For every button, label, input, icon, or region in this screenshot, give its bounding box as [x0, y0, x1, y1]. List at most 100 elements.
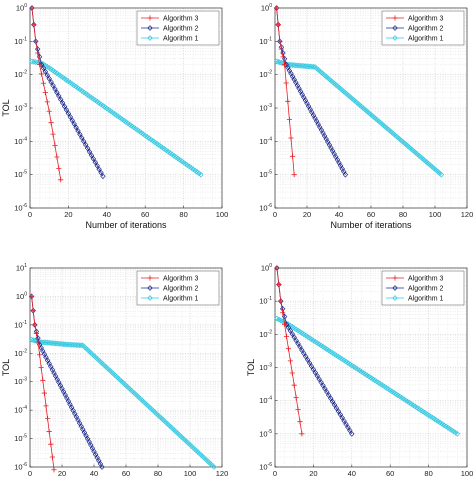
legend-marker	[147, 295, 153, 301]
data-point	[280, 310, 286, 316]
y-tick-label: 10-2	[14, 348, 27, 358]
data-point	[99, 464, 105, 470]
chart-panel-2: 0 20 40 60 80 100 120 100 10-1 10-2 10-3 10-4 10-5 10…	[259, 3, 473, 230]
data-point	[278, 46, 284, 52]
legend-marker	[392, 285, 398, 291]
data-point	[33, 59, 39, 66]
data-point	[75, 127, 81, 134]
data-point	[65, 110, 72, 117]
legend-label: Algorithm 3	[408, 276, 444, 283]
data-point	[30, 337, 36, 344]
legend-marker	[147, 15, 153, 21]
data-point	[41, 339, 48, 346]
data-point	[59, 100, 66, 106]
data-point	[71, 120, 77, 127]
series-line	[31, 7, 62, 180]
y-tick-label: 10-3	[259, 363, 272, 373]
data-point	[294, 62, 301, 69]
x-tick-label: 60	[367, 210, 375, 219]
data-point	[54, 340, 60, 347]
data-point	[49, 454, 55, 460]
data-point	[94, 162, 100, 169]
legend: Algorithm 3 Algorithm 2 Algorithm 1	[381, 10, 465, 46]
data-point	[310, 63, 317, 70]
data-point	[59, 341, 65, 347]
data-point	[291, 62, 297, 69]
data-point	[98, 169, 104, 176]
series-line	[276, 7, 295, 175]
y-tick-label: 10-3	[14, 377, 27, 387]
data-point	[86, 148, 93, 155]
data-point	[288, 135, 294, 141]
data-point	[56, 340, 62, 347]
legend: Algorithm 3 Algorithm 2 Algorithm 1	[136, 10, 220, 46]
data-point	[289, 370, 295, 376]
data-point	[299, 62, 305, 69]
data-point	[278, 59, 285, 66]
data-point	[90, 155, 97, 162]
data-point	[38, 61, 45, 68]
y-tick-label: 10-4	[259, 136, 272, 146]
data-point	[43, 339, 49, 346]
legend-marker	[392, 15, 398, 21]
data-point	[58, 177, 64, 183]
legend-label: Algorithm 1	[408, 36, 444, 43]
x-tick-label: 120	[216, 469, 229, 477]
legend-label: Algorithm 3	[408, 16, 444, 23]
x-tick-label: 120	[461, 210, 474, 219]
data-point	[274, 265, 280, 271]
data-point	[283, 80, 289, 86]
data-point	[297, 62, 304, 69]
data-point	[46, 428, 52, 435]
data-point	[309, 63, 315, 70]
chart-panel-1: 0 20 40 60 80 100 100 10-1 10-2 10-3 10-4 10-5 10-6 N…	[1, 3, 228, 230]
data-point	[277, 38, 283, 44]
x-tick-label: 40	[103, 210, 111, 219]
data-point	[275, 58, 281, 65]
data-point	[290, 153, 296, 159]
y-axis-label: TOL	[246, 359, 256, 376]
x-tick-label: 100	[216, 210, 229, 219]
y-tick-label: 10-4	[14, 136, 27, 146]
x-tick-label: 60	[141, 210, 149, 219]
legend-marker	[147, 35, 153, 41]
data-point	[54, 154, 60, 160]
y-tick-label: 10-4	[259, 396, 272, 406]
data-point	[60, 341, 67, 348]
chart-panel-3: 0 20 40 60 80 100 120 101 100 10-1 10-2 10-3 10-4 10-…	[1, 263, 228, 477]
y-tick-label: 101	[16, 263, 27, 273]
data-point	[32, 337, 38, 344]
data-point	[274, 5, 280, 11]
data-point	[38, 71, 45, 77]
data-point	[63, 107, 70, 113]
legend-marker	[392, 35, 398, 41]
data-point	[32, 322, 38, 328]
y-tick-label: 10-3	[259, 103, 272, 113]
data-point	[304, 63, 310, 70]
data-point	[305, 63, 312, 70]
x-tick-label: 20	[303, 210, 311, 219]
data-point	[81, 138, 87, 145]
data-point	[50, 131, 56, 137]
data-point	[37, 62, 43, 68]
data-point	[31, 22, 37, 28]
data-point	[283, 333, 290, 340]
data-point	[54, 89, 60, 96]
data-point	[57, 340, 64, 347]
data-point	[285, 346, 292, 352]
x-tick-label: 20	[309, 469, 317, 477]
legend-marker	[392, 275, 398, 281]
y-tick-label: 10-5	[14, 170, 27, 180]
data-point	[46, 339, 52, 346]
x-tick-label: 80	[179, 210, 187, 219]
data-point	[33, 330, 39, 337]
series-algorithm-1	[28, 336, 217, 470]
data-point	[84, 145, 91, 152]
data-point	[52, 340, 59, 347]
data-point	[35, 339, 41, 345]
legend-label: Algorithm 2	[163, 26, 199, 33]
data-point	[301, 63, 307, 69]
data-point	[48, 340, 54, 346]
x-tick-label: 40	[90, 469, 98, 477]
y-axis-label: TOL	[1, 99, 11, 116]
